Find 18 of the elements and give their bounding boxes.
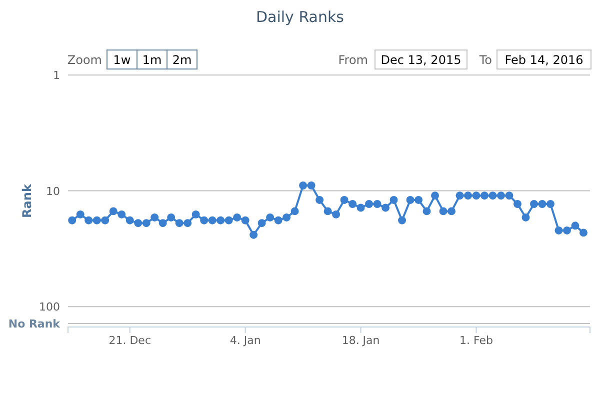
button: 1m [136, 50, 168, 70]
y-tick-label: 100 [39, 300, 60, 314]
x-tick-label: 21. Dec [108, 334, 151, 347]
y-tick-label: 10 [46, 184, 60, 198]
x-tick-label: 1. Feb [460, 334, 494, 347]
text: From [338, 53, 368, 67]
text: Zoom [67, 53, 102, 67]
text: To [478, 53, 492, 67]
x-tick-label: 18. Jan [342, 334, 380, 347]
button: 2m [166, 50, 198, 70]
button: Feb 14, 2016 [496, 50, 592, 70]
y-tick-label: 1 [53, 69, 60, 82]
button: 1w [106, 50, 138, 70]
button: Dec 13, 2015 [374, 50, 468, 70]
chart-title: Daily Ranks [256, 8, 344, 26]
x-tick-label: 4. Jan [230, 334, 261, 347]
y-axis-title: Rank [20, 183, 34, 218]
y-tick-label: No Rank [8, 318, 61, 331]
